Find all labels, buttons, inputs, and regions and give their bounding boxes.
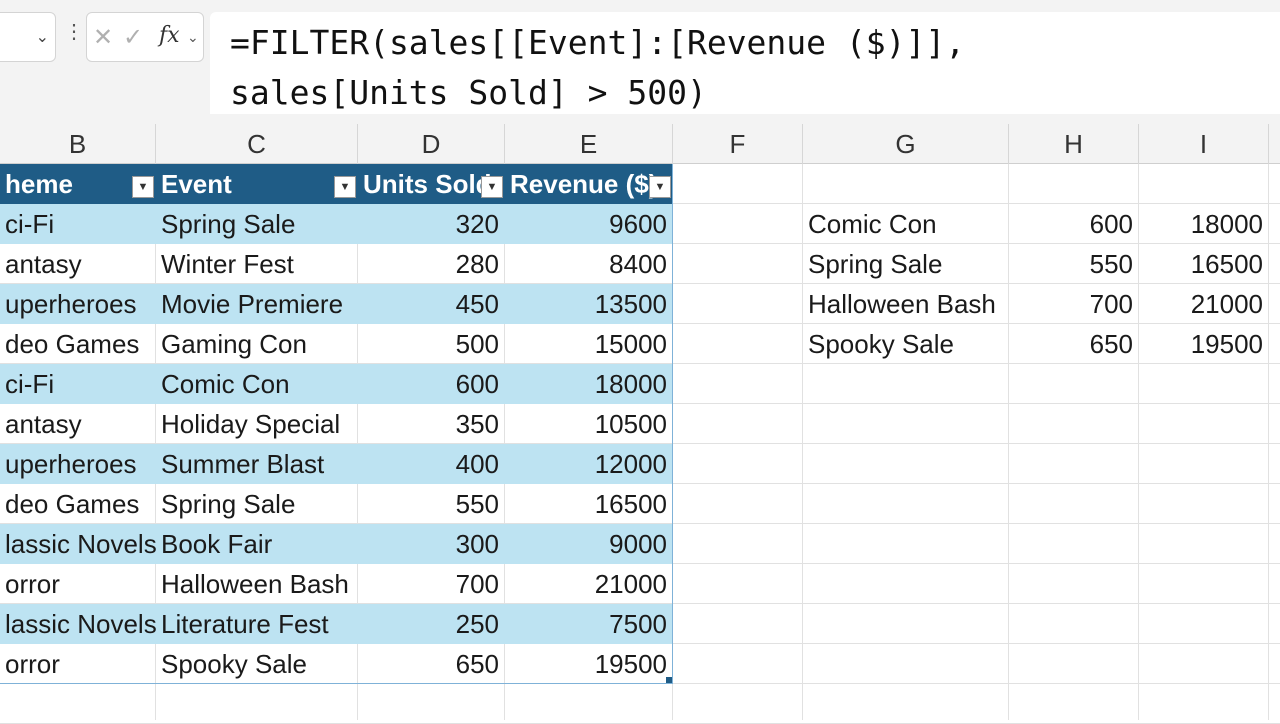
table-cell[interactable]: 650 [455,649,499,679]
result-cell[interactable]: 700 [1089,289,1133,319]
table-cell[interactable]: Movie Premiere [156,284,358,324]
result-cell[interactable]: 650 [1089,329,1133,359]
table-cell[interactable]: 21000 [594,569,667,599]
table-cell[interactable]: 280 [455,249,499,279]
table-cell[interactable]: 15000 [594,329,667,359]
table-cell[interactable]: Winter Fest [161,249,294,279]
column-header-h[interactable]: H [1009,124,1139,164]
table-cell[interactable]: 300 [358,524,505,564]
table-cell[interactable]: 9000 [505,524,673,564]
formula-bar-area: ⌄ ⋮ ✕ ✓ fx ⌄ =FILTER(sales[[Event]:[Reve… [0,0,1280,124]
table-cell[interactable]: 10500 [594,409,667,439]
filter-dropdown-icon[interactable]: ▼ [649,176,671,198]
result-cell[interactable]: Spooky Sale [808,329,954,359]
table-cell[interactable]: ci-Fi [0,364,156,404]
table-header-revenue: Revenue ($) ▼ [505,164,673,204]
table-cell[interactable]: deo Games [5,329,140,359]
table-cell[interactable]: 400 [358,444,505,484]
table-header-label: Units Sold [363,169,492,199]
column-header-g[interactable]: G [803,124,1009,164]
result-cell[interactable]: 600 [1089,209,1133,239]
table-cell[interactable]: 13500 [505,284,673,324]
result-cell[interactable]: 550 [1089,249,1133,279]
chevron-down-icon[interactable]: ⌄ [35,29,49,46]
table-cell[interactable]: 550 [455,489,499,519]
column-header-b[interactable]: B [0,124,156,164]
column-header-c[interactable]: C [156,124,358,164]
result-cell[interactable]: Comic Con [808,209,937,239]
table-cell[interactable]: 7500 [505,604,673,644]
table-cell[interactable]: antasy [5,249,82,279]
table-cell[interactable]: Comic Con [156,364,358,404]
table-header-event: Event ▼ [156,164,358,204]
table-cell[interactable]: 700 [455,569,499,599]
table-cell[interactable]: 12000 [505,444,673,484]
table-cell[interactable]: uperheroes [0,444,156,484]
table-cell[interactable]: 450 [358,284,505,324]
table-cell[interactable]: deo Games [5,489,140,519]
filter-dropdown-icon[interactable]: ▼ [481,176,503,198]
result-cell[interactable]: 21000 [1190,289,1263,319]
table-header-theme: heme ▼ [0,164,156,204]
table-cell[interactable]: Spring Sale [161,489,296,519]
table-cell[interactable]: 9600 [505,204,673,244]
column-header-e[interactable]: E [505,124,673,164]
table-cell[interactable]: 16500 [594,489,667,519]
table-cell[interactable]: 600 [358,364,505,404]
table-cell[interactable]: Book Fair [156,524,358,564]
formula-controls: ✕ ✓ fx ⌄ [86,12,204,62]
table-cell[interactable]: 500 [455,329,499,359]
table-cell[interactable]: orror [5,649,60,679]
table-cell[interactable]: Literature Fest [156,604,358,644]
table-resize-handle[interactable] [666,677,672,683]
table-cell[interactable]: 250 [358,604,505,644]
table-cell[interactable]: Spring Sale [156,204,358,244]
table-header-label: Event [161,169,232,199]
table-header-units-sold: Units Sold ▼ [358,164,505,204]
insert-function-icon[interactable]: fx [159,23,180,48]
table-cell[interactable]: uperheroes [0,284,156,324]
cancel-icon[interactable]: ✕ [93,24,114,51]
table-cell[interactable]: lassic Novels [0,524,156,564]
table-cell[interactable]: Holiday Special [161,409,341,439]
table-cell[interactable]: Summer Blast [156,444,358,484]
enter-check-icon[interactable]: ✓ [123,24,144,51]
table-cell[interactable]: lassic Novels [0,604,156,644]
column-headers: B C D E F G H I [0,124,1280,164]
table-cell[interactable]: 320 [358,204,505,244]
column-header-d[interactable]: D [358,124,505,164]
chevron-down-icon[interactable]: ⌄ [187,29,199,45]
table-cell[interactable]: orror [5,569,60,599]
table-cell[interactable]: antasy [5,409,82,439]
table-cell[interactable]: 19500 [594,649,667,679]
table-header-label: heme [5,169,73,199]
name-box[interactable]: ⌄ [0,12,56,62]
result-cell[interactable]: Halloween Bash [808,289,996,319]
table-cell[interactable]: 18000 [505,364,673,404]
result-cell[interactable]: Spring Sale [808,249,943,279]
result-cell[interactable]: 18000 [1190,209,1263,239]
filter-dropdown-icon[interactable]: ▼ [132,176,154,198]
table-cell[interactable]: Halloween Bash [161,569,349,599]
column-header-f[interactable]: F [673,124,803,164]
filter-dropdown-icon[interactable]: ▼ [334,176,356,198]
column-header-i[interactable]: I [1139,124,1269,164]
worksheet-grid[interactable]: heme ▼ Event ▼ Units Sold ▼ Revenue ($) … [0,164,1280,724]
table-header-label: Revenue ($) [510,169,658,199]
table-cell[interactable]: 350 [455,409,499,439]
table-cell[interactable]: Spooky Sale [161,649,307,679]
table-cell[interactable]: 8400 [609,249,667,279]
table-cell[interactable]: ci-Fi [0,204,156,244]
table-cell[interactable]: Gaming Con [161,329,307,359]
more-options-icon[interactable]: ⋮ [64,21,84,43]
result-cell[interactable]: 16500 [1190,249,1263,279]
result-cell[interactable]: 19500 [1190,329,1263,359]
formula-input[interactable]: =FILTER(sales[[Event]:[Revenue ($)]], sa… [210,12,1280,114]
